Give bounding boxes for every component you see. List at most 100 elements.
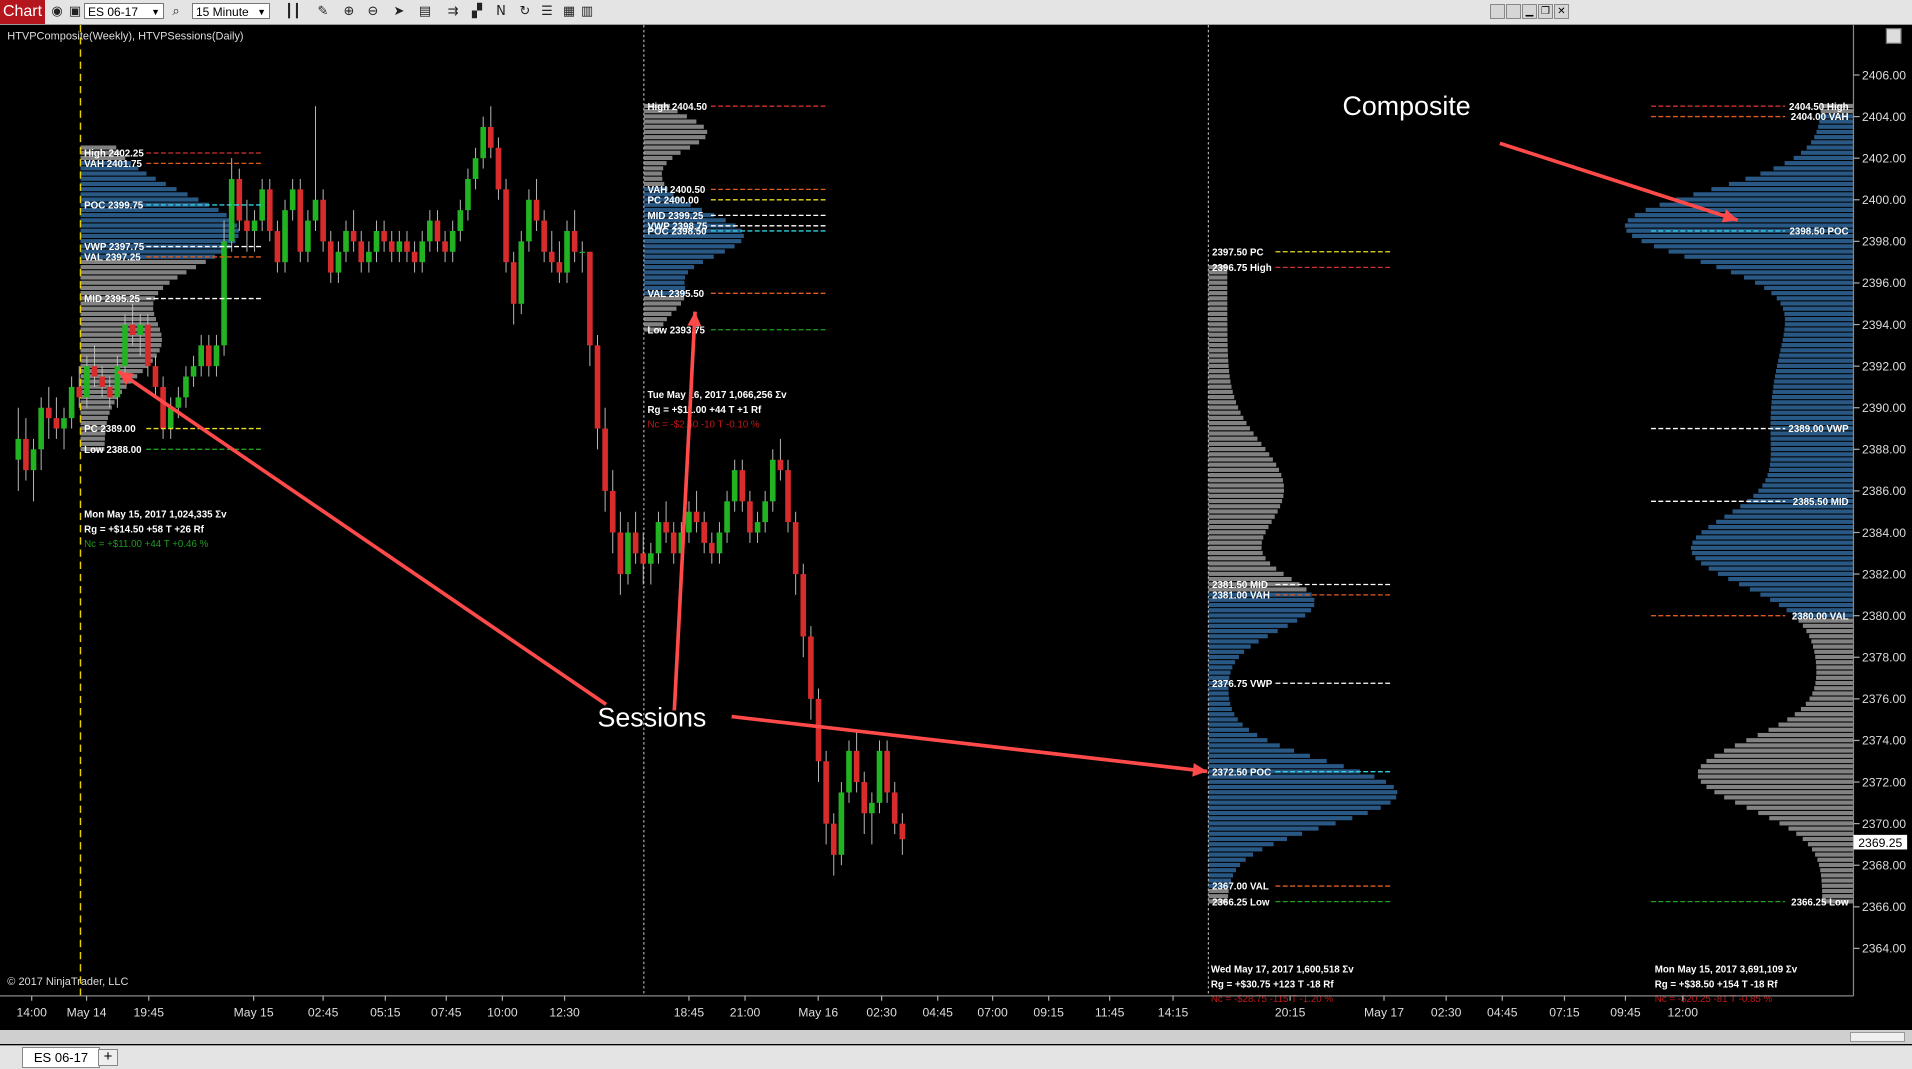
volume-bar bbox=[80, 233, 239, 238]
volume-bar bbox=[1770, 410, 1854, 415]
pencil-icon[interactable]: ✎ bbox=[317, 4, 329, 19]
price-axis[interactable]: 2406.00 2404.00 2402.00 2400.00 2398.00 2396.… bbox=[1853, 68, 1906, 956]
candle-body bbox=[160, 386, 166, 429]
candle-body bbox=[457, 210, 464, 231]
candle-body bbox=[76, 386, 83, 398]
volume-bar bbox=[80, 405, 112, 410]
volume-bar bbox=[80, 197, 199, 202]
refresh-icon[interactable]: ↻ bbox=[519, 4, 531, 19]
price-tick-label: 2366.00 bbox=[1862, 900, 1906, 914]
candle-body bbox=[305, 220, 311, 252]
price-tick-label: 2398.00 bbox=[1862, 235, 1906, 249]
zoom-out-icon[interactable]: ⊖ bbox=[367, 4, 379, 19]
candle-body bbox=[259, 189, 265, 221]
volume-bar bbox=[1778, 722, 1854, 727]
search-icon[interactable]: ⌕ bbox=[172, 4, 180, 19]
volume-bar bbox=[1801, 150, 1854, 155]
candle-body bbox=[404, 241, 410, 252]
volume-bar bbox=[1805, 701, 1854, 706]
volume-bar bbox=[1208, 878, 1231, 883]
cursor-icon[interactable]: ➤ bbox=[393, 4, 405, 19]
volume-bar bbox=[643, 239, 742, 244]
volume-bar bbox=[1208, 795, 1397, 800]
volume-bar bbox=[1783, 332, 1854, 337]
volume-bar bbox=[80, 343, 162, 348]
candle-body bbox=[23, 438, 29, 471]
window-option-icon[interactable] bbox=[1506, 4, 1521, 19]
volume-bar bbox=[1695, 556, 1854, 561]
camera-icon[interactable]: ◉ bbox=[51, 4, 63, 19]
volume-bar bbox=[1764, 285, 1854, 290]
properties-icon[interactable]: ▤ bbox=[418, 4, 432, 19]
volume-bar bbox=[1208, 836, 1287, 842]
volume-bar bbox=[1675, 197, 1854, 202]
candle-body bbox=[388, 241, 395, 252]
volume-bar bbox=[1820, 873, 1854, 878]
time-axis[interactable]: 14:00 May 14 19:45 May 15 02:45 05:15 07:45 10:… bbox=[16, 995, 1698, 1020]
volume-bar bbox=[1714, 790, 1854, 795]
candle-body bbox=[891, 792, 898, 824]
templates-icon[interactable]: ▦ bbox=[562, 4, 576, 19]
volume-bar bbox=[643, 275, 686, 280]
volume-bar bbox=[1735, 800, 1854, 805]
add-tab-button[interactable]: + bbox=[98, 1049, 118, 1066]
instrument-selector[interactable]: ES 06-17 ▼ bbox=[84, 3, 164, 19]
indicators-icon[interactable]: ⇉ bbox=[447, 4, 459, 19]
volume-bar bbox=[1208, 831, 1303, 836]
price-tick-label: 2364.00 bbox=[1862, 942, 1906, 956]
volume-bar bbox=[643, 270, 689, 275]
volume-bar bbox=[1728, 181, 1854, 187]
level-label-pc: 2397.50 PC bbox=[1212, 247, 1263, 258]
volume-bar bbox=[1757, 732, 1854, 738]
volume-bar bbox=[1816, 129, 1854, 135]
volume-bar bbox=[1745, 176, 1854, 181]
close-icon[interactable]: ✕ bbox=[1554, 4, 1569, 19]
properties-icon[interactable] bbox=[1885, 28, 1902, 44]
volume-bar bbox=[1208, 691, 1229, 696]
volume-bar bbox=[1770, 426, 1854, 431]
horizontal-scrollbar[interactable] bbox=[0, 1030, 1912, 1044]
strategies-icon[interactable]: ▞ bbox=[472, 4, 482, 19]
colors-icon[interactable]: ▥ bbox=[580, 4, 594, 19]
volume-bar bbox=[643, 285, 686, 290]
candle-body bbox=[548, 251, 555, 263]
volume-bar bbox=[1208, 296, 1228, 301]
drawing-tools-icon[interactable]: N bbox=[496, 4, 506, 19]
settings-icon[interactable]: ▣ bbox=[68, 4, 82, 19]
volume-bar bbox=[1208, 639, 1259, 644]
time-tick-label: 21:00 bbox=[730, 1006, 761, 1020]
volume-bar bbox=[1814, 649, 1854, 654]
volume-bar bbox=[1802, 623, 1854, 628]
restore-icon[interactable]: ❐ bbox=[1538, 4, 1553, 19]
price-tick-label: 2368.00 bbox=[1862, 858, 1906, 872]
volume-bar bbox=[1771, 400, 1854, 405]
volume-bar bbox=[1208, 748, 1295, 753]
level-label-vah: 2381.00 VAH bbox=[1212, 591, 1270, 602]
bar-type-icon[interactable]: ┃┃ bbox=[285, 4, 301, 19]
volume-bar bbox=[1708, 524, 1854, 530]
volume-bar bbox=[643, 322, 664, 327]
zoom-in-icon[interactable]: ⊕ bbox=[343, 4, 355, 19]
candle-body bbox=[884, 750, 890, 793]
interval-selector[interactable]: 15 Minute ▼ bbox=[192, 3, 270, 19]
volume-bar bbox=[1794, 712, 1854, 717]
tab-instrument[interactable]: ES 06-17 bbox=[22, 1047, 100, 1068]
window-option-icon[interactable] bbox=[1490, 4, 1505, 19]
minimize-icon[interactable]: ▁ bbox=[1522, 4, 1537, 19]
level-label-val: VAL 2395.50 bbox=[647, 289, 704, 300]
volume-bar bbox=[1208, 550, 1263, 556]
volume-bar bbox=[1208, 291, 1228, 296]
level-label-val: 2367.00 VAL bbox=[1212, 882, 1269, 893]
volume-bar bbox=[1208, 706, 1232, 712]
chart-tab[interactable]: Chart bbox=[0, 0, 45, 24]
volume-bar bbox=[1208, 405, 1239, 410]
volume-bar bbox=[1749, 587, 1854, 592]
list-icon[interactable]: ☰ bbox=[541, 4, 553, 19]
scrollbar-thumb[interactable] bbox=[1850, 1032, 1905, 1042]
volume-bar bbox=[643, 213, 715, 218]
time-tick-label: 02:30 bbox=[1431, 1006, 1462, 1020]
volume-bar bbox=[1777, 363, 1854, 368]
candle-body bbox=[297, 189, 304, 252]
volume-bar bbox=[80, 389, 122, 394]
